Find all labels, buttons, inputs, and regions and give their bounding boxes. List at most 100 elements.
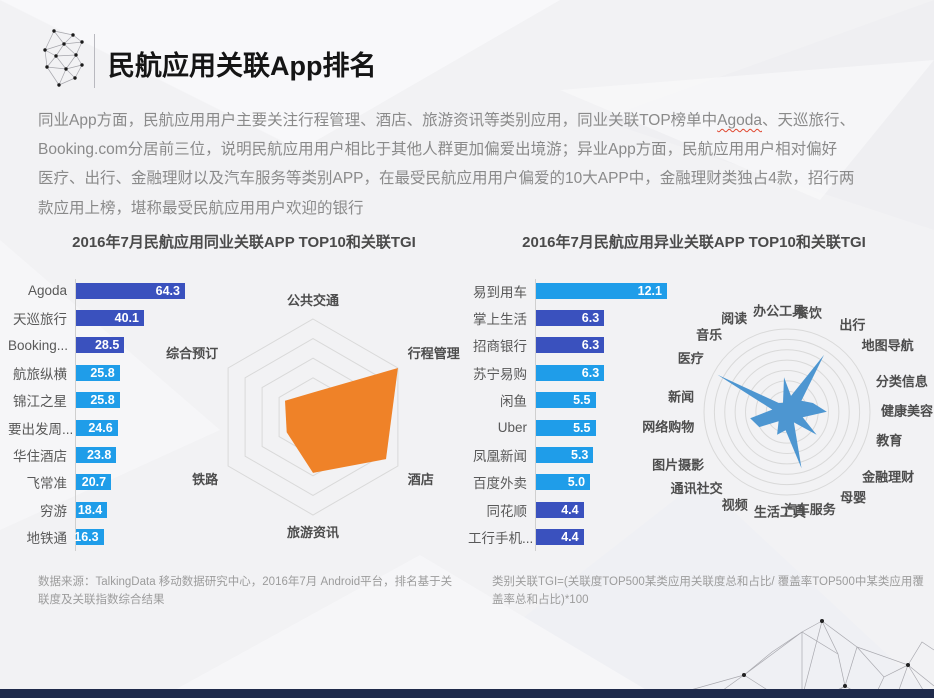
radar-axis-label: 公共交通 — [287, 293, 339, 308]
wireframe-mountains-decoration — [661, 619, 934, 698]
bar-axis-line — [535, 279, 536, 551]
intro-line-1-post: 、天巡旅行、 — [762, 112, 856, 129]
page-title: 民航应用关联App排名 — [108, 51, 377, 81]
bar-row: 闲鱼 5.5 — [468, 387, 718, 414]
talkingdata-logo — [43, 29, 84, 87]
bar-value-label: 6.3 — [581, 338, 600, 353]
radar-axis-label: 铁路 — [191, 472, 219, 487]
bar-value-label: 4.4 — [561, 530, 579, 545]
bar-value-label: 5.0 — [567, 475, 586, 490]
bar-row: 凤凰新闻 5.3 — [468, 441, 718, 468]
bar-row: Agoda 64.3 — [8, 277, 258, 304]
bar-fill: 5.0 — [536, 474, 591, 491]
bar-fill: 40.1 — [76, 310, 144, 327]
bar-track: 16.3 — [74, 529, 258, 546]
bar-category-label: 苏宁易购 — [473, 366, 527, 382]
footnote-right-line-1: 类别关联TGI=(关联度TOP500某类应用关联度总和占比/ 覆盖率TOP500… — [492, 576, 924, 588]
intro-paragraph: 同业App方面，民航应用用户主要关注行程管理、酒店、旅游资讯等类别应用，同业关联… — [38, 106, 918, 223]
bar-row: 天巡旅行 40.1 — [8, 304, 258, 331]
radar-axis-label: 视频 — [722, 498, 748, 513]
bar-category-label: Booking... — [8, 337, 69, 353]
radar-axis-label: 旅游资讯 — [287, 525, 339, 540]
radar-axis-label: 健康美容 — [881, 404, 933, 419]
radar-axis-label: 阅读 — [721, 311, 747, 326]
bar-fill: 4.4 — [536, 501, 584, 518]
bar-category-label: 掌上生活 — [473, 312, 527, 328]
radar-axis-label: 行程管理 — [407, 346, 460, 361]
bar-track: 25.8 — [74, 364, 258, 381]
bar-category-label: 要出发周... — [8, 421, 74, 437]
bar-fill: 6.3 — [536, 310, 605, 327]
bar-value-label: 12.1 — [637, 283, 662, 298]
bar-category-label: 闲鱼 — [500, 394, 527, 410]
intro-line-3: 医疗、出行、金融理财以及汽车服务等类别APP，在最受民航应用用户偏爱的10大AP… — [38, 170, 855, 188]
bar-row: Uber 5.5 — [468, 414, 718, 441]
bar-value-label: 28.5 — [94, 338, 120, 353]
bar-track: 6.3 — [534, 364, 718, 381]
radar-axis-label: 综合预订 — [166, 346, 218, 361]
bar-row: 易到用车 12.1 — [468, 277, 718, 304]
bar-category-label: 同花顺 — [486, 503, 528, 519]
bar-category-label: 穷游 — [40, 503, 67, 519]
radar-ring — [745, 370, 829, 454]
bar-category-label: 招商银行 — [473, 339, 527, 355]
bar-value-label: 6.3 — [581, 311, 600, 326]
bar-track: 25.8 — [74, 392, 258, 409]
footnote-tgi-formula: 类别关联TGI=(关联度TOP500某类应用关联度总和占比/ 覆盖率TOP500… — [492, 574, 924, 609]
bar-row: 飞常准 20.7 — [8, 469, 258, 496]
bar-row: 百度外卖 5.0 — [468, 469, 718, 496]
bar-row: 航旅纵横 25.8 — [8, 359, 258, 386]
bar-value-label: 5.5 — [573, 420, 591, 435]
bar-row: 要出发周... 24.6 — [8, 414, 258, 441]
bar-fill: 25.8 — [76, 364, 120, 381]
bar-fill: 18.4 — [76, 501, 108, 518]
footnote-data-source: 数据来源：TalkingData 移动数据研究中心，2016年7月 Androi… — [38, 574, 458, 609]
bar-fill: 16.3 — [74, 529, 104, 546]
bar-category-label: Agoda — [27, 283, 67, 299]
chart-title-cross-industry: 2016年7月民航应用异业关联APP TOP10和关联TGI — [522, 234, 866, 251]
bar-track: 40.1 — [74, 310, 258, 327]
bar-track: 28.5 — [74, 337, 258, 354]
bar-fill: 5.3 — [536, 447, 594, 464]
bar-row: 锦江之星 25.8 — [8, 387, 258, 414]
bar-value-label: 25.8 — [90, 365, 115, 380]
intro-agoda-spellcheck: Agoda — [717, 112, 762, 129]
footnote-right-line-2: 盖率总和占比)*100 — [492, 593, 589, 606]
bar-fill: 5.5 — [536, 392, 596, 409]
footnote-left-line-1: 数据来源：TalkingData 移动数据研究中心，2016年7月 Androi… — [38, 576, 453, 588]
radar-ring — [724, 349, 850, 475]
bar-track: 18.4 — [74, 501, 258, 518]
bar-track: 4.4 — [534, 529, 718, 546]
radar-axis-label: 图片摄影 — [652, 458, 704, 473]
chart-title-same-industry: 2016年7月民航应用同业关联APP TOP10和关联TGI — [72, 234, 416, 251]
intro-line-2: Booking.com分居前三位，说明民航应用用户相比于其他人群更加偏爱出境游；… — [38, 141, 838, 159]
bar-category-label: 易到用车 — [473, 284, 527, 300]
bar-fill: 23.8 — [76, 447, 117, 464]
bar-category-label: 工行手机... — [468, 531, 534, 547]
bar-track: 6.3 — [534, 310, 718, 327]
bar-value-label: 25.8 — [90, 393, 115, 408]
radar-ring — [703, 328, 871, 496]
bar-value-label: 5.3 — [571, 448, 589, 463]
intro-line-4: 款应用上榜，堪称最受民航应用用户欢迎的银行 — [38, 199, 364, 217]
bar-row: 工行手机... 4.4 — [468, 524, 718, 551]
bar-category-label: 航旅纵横 — [13, 366, 67, 382]
header-divider — [94, 34, 95, 88]
bar-value-label: 6.3 — [581, 365, 600, 380]
bar-value-label: 18.4 — [77, 502, 103, 517]
bar-row: 招商银行 6.3 — [468, 332, 718, 359]
bar-row: 同花顺 4.4 — [468, 496, 718, 523]
radar-ring — [713, 338, 861, 486]
bar-fill: 6.3 — [536, 364, 605, 381]
radar-axis-label: 生活工具 — [754, 505, 806, 520]
bar-chart-cross-industry: 易到用车 12.1 掌上生活 6.3 招商银行 6.3 苏宁易购 6.3 闲鱼 5.5 Uber 5.… — [468, 277, 718, 555]
radar-series-polygon — [717, 354, 827, 469]
radar-axis-label: 分类信息 — [876, 374, 928, 389]
bar-track: 5.3 — [534, 447, 718, 464]
bar-track: 5.5 — [534, 392, 718, 409]
bar-value-label: 4.4 — [561, 502, 579, 517]
bar-fill: 28.5 — [76, 337, 125, 354]
